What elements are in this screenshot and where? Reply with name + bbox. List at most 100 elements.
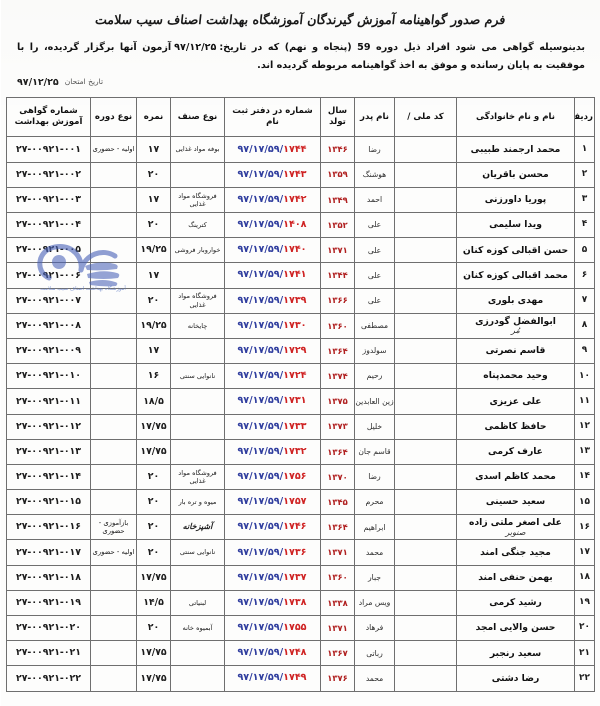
cell-birth-year: ۱۳۴۹ [320,187,354,212]
cell-father-name: علی [354,213,394,238]
cell-certificate-no: ۲۷-۰۰۹۲۱-۰۱۱ [6,389,90,414]
cell-reg-suffix: ۱۷۲۴ [282,370,306,381]
cell-birth-year: ۱۳۷۱ [320,616,354,641]
cell-registration-no: ۹۷/۱۷/۵۹/۱۷۴۳ [224,162,320,187]
cell-score: ۱۸/۵ [136,389,170,414]
scanned-certificate-form: فرم صدور گواهینامه آموزش گیرندگان آموزشگ… [0,0,600,706]
cell-score: ۱۷/۷۵ [136,414,170,439]
table-row: ۱۸ بهمن حنفی امند جبار ۱۳۶۰ ۹۷/۱۷/۵۹/۱۷۳۷ ۱… [6,565,594,590]
cell-father-name: رباتی [354,641,394,666]
cell-guild-type [170,338,224,363]
cell-reg-prefix: ۹۷/۱۷/۵۹/ [236,370,282,381]
cell-full-name: عارف کرمی [456,439,574,464]
cell-score: ۱۷/۷۵ [136,641,170,666]
cell-course-type [90,187,136,212]
cell-reg-prefix: ۹۷/۱۷/۵۹/ [236,269,282,280]
intro-exam-date: ۹۷/۱۲/۲۵ [170,42,218,53]
exam-date-value: ۹۷/۱۲/۲۵ [16,77,58,88]
cell-full-name: سعید حسینی [456,490,574,515]
cell-reg-prefix: ۹۷/۱۷/۵۹/ [236,144,282,155]
cell-full-name: محمد ارجمند طبیبی [456,137,574,162]
table-row: ۲ محسن باقریان هوشنگ ۱۳۵۹ ۹۷/۱۷/۵۹/۱۷۴۳ ۲۰ … [6,162,594,187]
cell-course-type [90,238,136,263]
cell-reg-suffix: ۱۷۳۰ [282,320,306,331]
cell-reg-suffix: ۱۷۵۷ [282,496,306,507]
table-row: ۱ محمد ارجمند طبیبی رضا ۱۳۴۶ ۹۷/۱۷/۵۹/۱۷۴۴ ب… [6,137,594,162]
cell-course-type: بازآموزی - حضوری [90,515,136,540]
cell-score: ۲۰ [136,616,170,641]
cell-course-type [90,364,136,389]
cell-registration-no: ۹۷/۱۷/۵۹/۱۷۴۹ [224,666,320,691]
cell-father-name: علی [354,238,394,263]
cell-score: ۱۶ [136,364,170,389]
cell-course-type: اولیه - حضوری [90,137,136,162]
cell-reg-suffix: ۱۷۵۵ [282,622,306,633]
cell-course-type [90,666,136,691]
cell-guild-type [170,439,224,464]
col-header-row-no-label: ردیف [575,112,592,124]
cell-father-name: سولدوز [354,338,394,363]
cell-registration-no: ۹۷/۱۷/۵۹/۱۷۳۲ [224,439,320,464]
cell-reg-prefix: ۹۷/۱۷/۵۹/ [236,320,282,331]
cell-father-name: علی [354,288,394,313]
cell-reg-prefix: ۹۷/۱۷/۵۹/ [236,521,282,532]
exam-date-row: تاریخ امتحان۹۷/۱۲/۲۵ [16,77,584,88]
cell-full-name: مهدی بلوری [456,288,574,313]
cell-row-no: ۱۳ [574,439,594,464]
cell-full-name: مجید جنگی امند [456,540,574,565]
col-header-national-id-label: کد ملی / [395,112,454,124]
table-row: ۲۰ حسن والایی امجد فرهاد ۱۳۷۱ ۹۷/۱۷/۵۹/۱۷۵۵… [6,616,594,641]
cell-national-id [394,338,456,363]
cell-father-name: مصطفی [354,313,394,338]
cell-certificate-no: ۲۷-۰۰۹۲۱-۰۰۸ [6,313,90,338]
cell-registration-no: ۹۷/۱۷/۵۹/۱۷۵۷ [224,490,320,515]
cell-reg-prefix: ۹۷/۱۷/۵۹/ [236,345,282,356]
cell-certificate-no: ۲۷-۰۰۹۲۱-۰۱۶ [6,515,90,540]
cell-score: ۲۰ [136,490,170,515]
cell-course-type [90,162,136,187]
table-body: ۱ محمد ارجمند طبیبی رضا ۱۳۴۶ ۹۷/۱۷/۵۹/۱۷۴۴ ب… [6,137,594,691]
cell-reg-prefix: ۹۷/۱۷/۵۹/ [236,547,282,558]
cell-birth-year: ۱۳۶۴ [320,439,354,464]
table-row: ۶ محمد اقبالی کوزه کنان علی ۱۳۴۴ ۹۷/۱۷/۵۹/۱… [6,263,594,288]
cell-reg-suffix: ۱۷۳۳ [282,421,306,432]
table-row: ۷ مهدی بلوری علی ۱۳۶۶ ۹۷/۱۷/۵۹/۱۷۳۹ فروشگاه … [6,288,594,313]
cell-row-no: ۸ [574,313,594,338]
col-header-full-name-label: نام و نام خانوادگی [457,112,572,124]
cell-birth-year: ۱۳۴۶ [320,137,354,162]
cell-reg-prefix: ۹۷/۱۷/۵۹/ [236,395,282,406]
cell-birth-year: ۱۳۶۶ [320,288,354,313]
cell-reg-suffix: ۱۷۳۸ [282,597,306,608]
cell-national-id [394,187,456,212]
table-row: ۱۹ رشید کرمی ویس مراد ۱۳۳۸ ۹۷/۱۷/۵۹/۱۷۳۸ لبن… [6,590,594,615]
cell-national-id [394,666,456,691]
cell-row-no: ۱۰ [574,364,594,389]
table-row: ۱۵ سعید حسینی محرم ۱۳۴۵ ۹۷/۱۷/۵۹/۱۷۵۷ میوه و… [6,490,594,515]
cell-reg-suffix: ۱۷۴۶ [282,521,306,532]
cell-full-name: علی اصغر ملتی زاده صنوبر [456,515,574,540]
cell-course-type: اولیه - حضوری [90,540,136,565]
cell-score: ۱۷/۷۵ [136,666,170,691]
cell-certificate-no: ۲۷-۰۰۹۲۱-۰۰۱ [6,137,90,162]
cell-national-id [394,590,456,615]
cell-birth-year: ۱۳۶۰ [320,313,354,338]
cell-national-id [394,515,456,540]
cell-row-no: ۱۱ [574,389,594,414]
cell-reg-prefix: ۹۷/۱۷/۵۹/ [236,471,282,482]
cell-guild-type: بوفه مواد غذایی [170,137,224,162]
cell-national-id [394,364,456,389]
table-row: ۱۴ محمد کاظم اسدی رضا ۱۳۷۰ ۹۷/۱۷/۵۹/۱۷۵۶ فرو… [6,464,594,489]
cell-score: ۱۹/۲۵ [136,238,170,263]
cell-guild-type: میوه و تره بار [170,490,224,515]
cell-row-no: ۱۲ [574,414,594,439]
cell-row-no: ۵ [574,238,594,263]
cell-birth-year: ۱۳۷۱ [320,540,354,565]
cell-course-type [90,565,136,590]
cell-national-id [394,288,456,313]
cell-full-name: حسن اقبالی کوزه کنان [456,238,574,263]
table-row: ۳ پوریا داورزنی احمد ۱۳۴۹ ۹۷/۱۷/۵۹/۱۷۴۲ فروش… [6,187,594,212]
cell-score: ۲۰ [136,162,170,187]
cell-guild-type [170,414,224,439]
cell-certificate-no: ۲۷-۰۰۹۲۱-۰۱۷ [6,540,90,565]
cell-guild-type: آبمیوه خانه [170,616,224,641]
